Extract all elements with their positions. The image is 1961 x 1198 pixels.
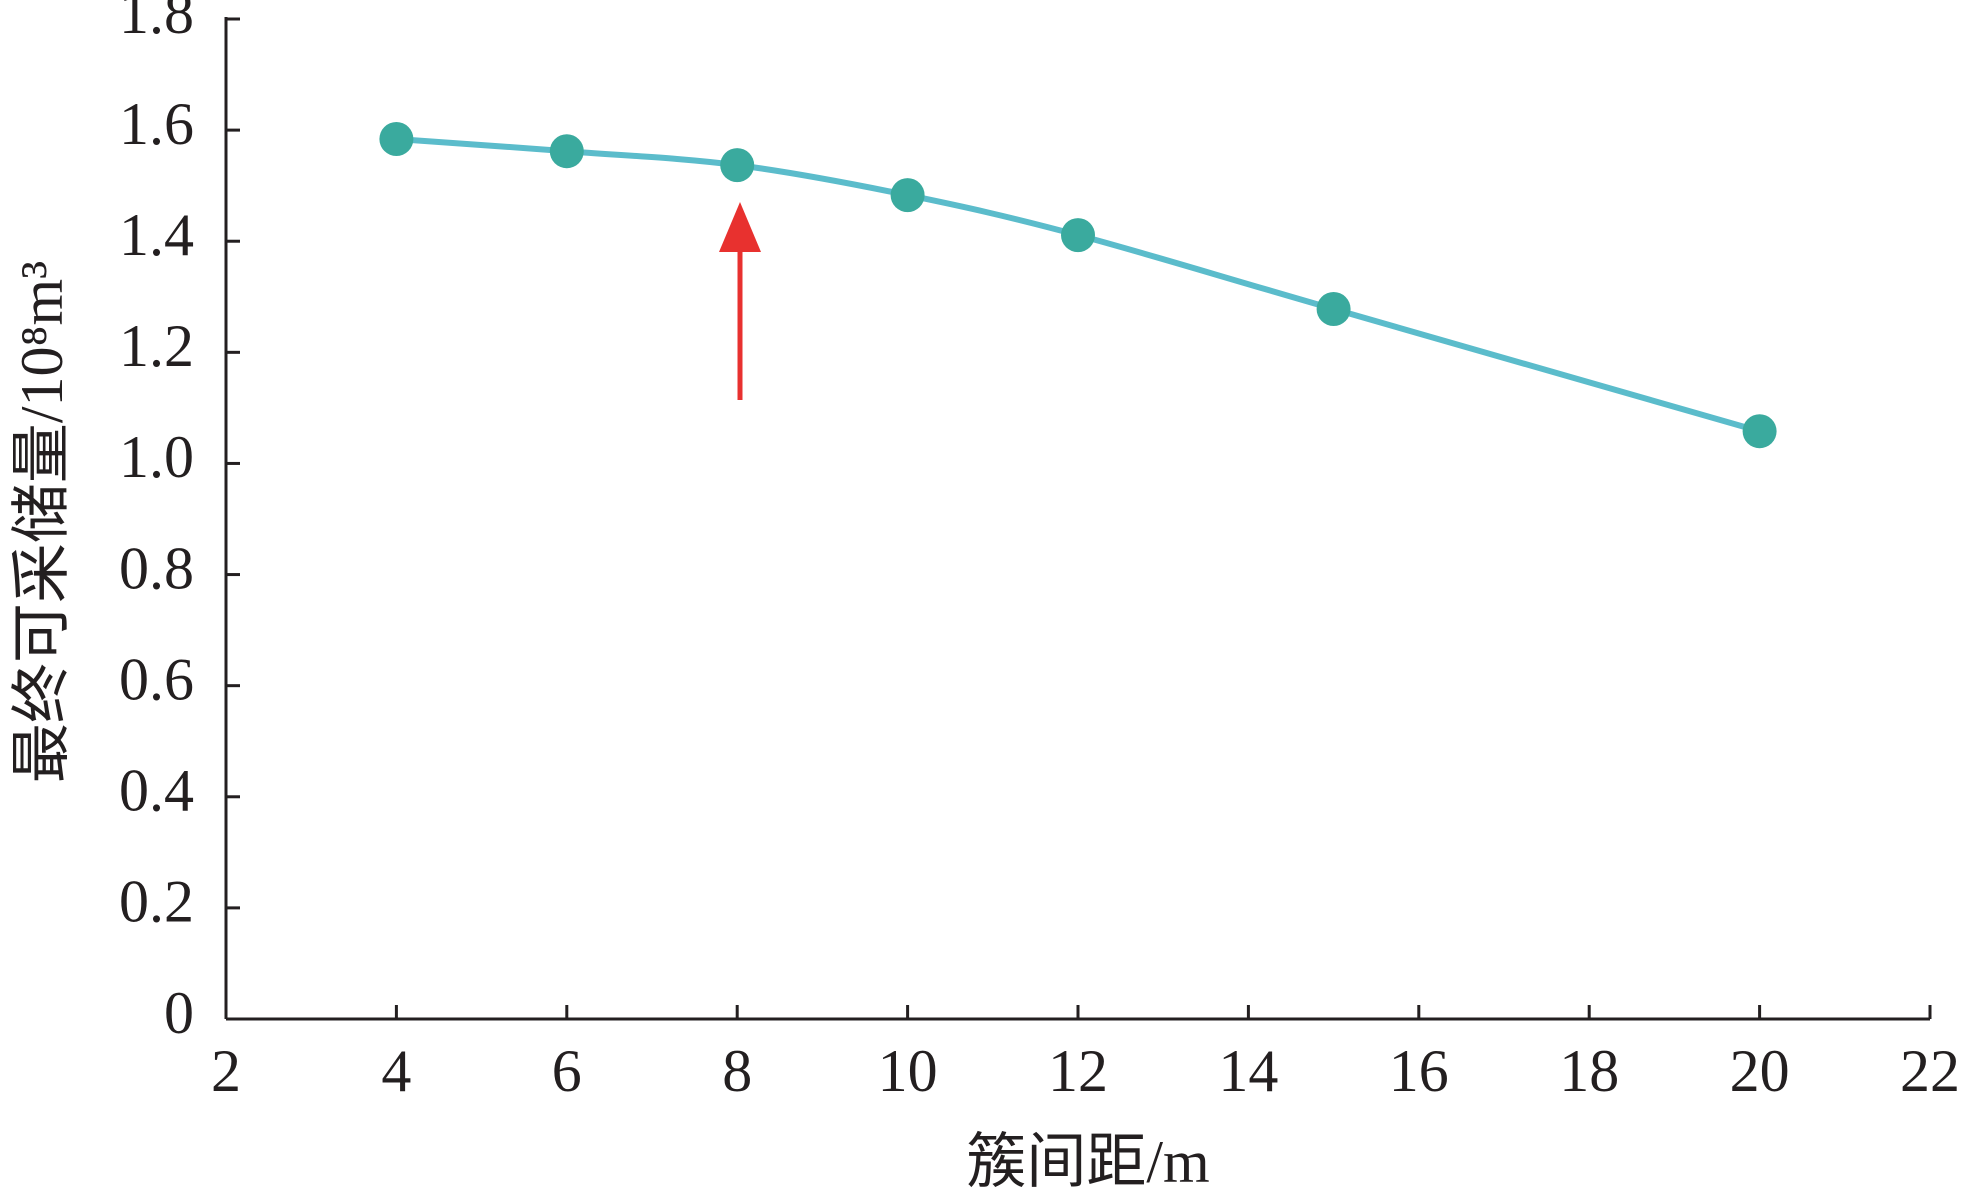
y-tick-label: 1.2 bbox=[119, 313, 194, 379]
y-tick-label: 1.8 bbox=[119, 0, 194, 46]
x-tick-label: 16 bbox=[1389, 1038, 1449, 1104]
marker bbox=[379, 122, 414, 156]
x-tick-label: 12 bbox=[1048, 1038, 1108, 1104]
x-tick-label: 18 bbox=[1559, 1038, 1619, 1104]
x-tick-label: 4 bbox=[381, 1038, 411, 1104]
marker bbox=[1742, 414, 1777, 449]
x-tick-label: 22 bbox=[1900, 1038, 1960, 1104]
x-tick-label: 10 bbox=[878, 1038, 938, 1104]
line bbox=[396, 136, 1761, 435]
marker bbox=[890, 178, 925, 213]
x-axis-label: 簇间距/m bbox=[966, 1129, 1209, 1195]
marker bbox=[720, 148, 755, 183]
marker bbox=[1061, 218, 1095, 253]
y-tick-label: 0 bbox=[164, 980, 194, 1046]
y-tick-label: 1.0 bbox=[119, 424, 194, 490]
marker bbox=[549, 134, 584, 169]
y-tick-label: 0.6 bbox=[119, 646, 194, 712]
x-tick-label: 2 bbox=[211, 1038, 241, 1104]
marker bbox=[1316, 292, 1351, 326]
x-tick-label: 6 bbox=[552, 1038, 582, 1104]
annotation-arrow-head bbox=[719, 202, 761, 252]
x-tick-label: 14 bbox=[1218, 1038, 1278, 1104]
y-tick-label: 0.8 bbox=[119, 535, 194, 601]
x-tick-label: 8 bbox=[722, 1038, 752, 1104]
y-tick-label: 1.4 bbox=[119, 202, 194, 268]
y-tick-label: 0.2 bbox=[119, 869, 194, 935]
y-tick-label: 1.6 bbox=[119, 91, 194, 157]
x-tick-label: 20 bbox=[1730, 1038, 1790, 1104]
y-axis-label: 最终可采储量/10⁸m³ bbox=[9, 261, 75, 783]
y-tick-label: 0.4 bbox=[119, 758, 194, 824]
